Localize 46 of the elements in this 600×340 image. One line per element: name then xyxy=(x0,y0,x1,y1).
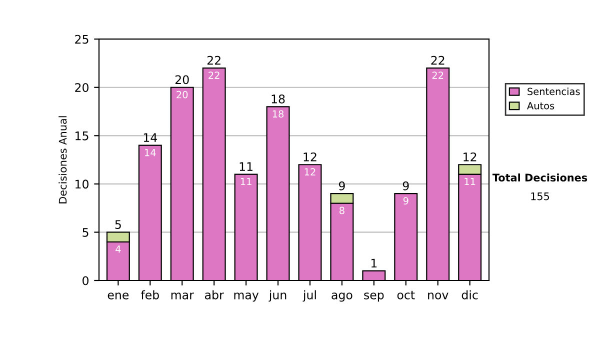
y-tick-label: 10 xyxy=(76,180,88,189)
data-label: 12 xyxy=(304,168,316,176)
text: 155 xyxy=(531,192,550,200)
x-tick-label: ago xyxy=(332,292,352,302)
data-label: 11 xyxy=(240,178,252,186)
total-label: 12 xyxy=(464,152,476,162)
data-label: 14 xyxy=(145,148,156,156)
total-label: 12 xyxy=(304,152,316,162)
legend-label: Autos xyxy=(527,102,554,110)
y-tick-label: 15 xyxy=(76,132,88,140)
x-tick-label: jun xyxy=(268,290,286,302)
total-label: 5 xyxy=(115,220,121,229)
total-label: 11 xyxy=(240,162,252,171)
legend-label: Sentencias xyxy=(528,88,580,96)
data-label: 8 xyxy=(340,206,344,214)
total-label: 9 xyxy=(338,181,345,190)
x-tick-label: may xyxy=(234,292,259,302)
x-tick-label: abr xyxy=(205,290,224,300)
data-label: 22 xyxy=(208,72,220,79)
total-label: 22 xyxy=(207,56,220,65)
x-tick-label: oct xyxy=(397,290,415,300)
data-label: 18 xyxy=(272,110,284,118)
total-label: 14 xyxy=(144,133,157,142)
x-tick-label: ene xyxy=(108,292,129,300)
x-tick-label: dic xyxy=(462,290,478,300)
data-label: 22 xyxy=(432,72,444,79)
data-label: 4 xyxy=(116,246,121,253)
total-label: 20 xyxy=(175,75,189,84)
y-tick-label: 5 xyxy=(82,228,88,237)
x-tick-label: nov xyxy=(428,292,448,300)
data-label: 11 xyxy=(464,178,476,186)
y-tick-label: 0 xyxy=(82,276,88,286)
y-tick-label: 25 xyxy=(75,34,88,44)
y-axis-title: Decisiones Anual xyxy=(58,116,67,204)
y-tick-label: 20 xyxy=(75,83,88,92)
data-label: 20 xyxy=(176,90,188,98)
total-label: 22 xyxy=(431,56,444,65)
total-label: 1 xyxy=(371,258,377,268)
total-label: 9 xyxy=(402,181,409,190)
x-tick-label: mar xyxy=(171,292,194,300)
x-tick-label: feb xyxy=(140,290,159,300)
text: Total Decisiones xyxy=(492,173,588,182)
data-label: 9 xyxy=(403,197,408,204)
x-tick-label: sep xyxy=(364,292,384,302)
total-label: 18 xyxy=(272,94,285,104)
x-tick-label: jul xyxy=(302,290,316,302)
